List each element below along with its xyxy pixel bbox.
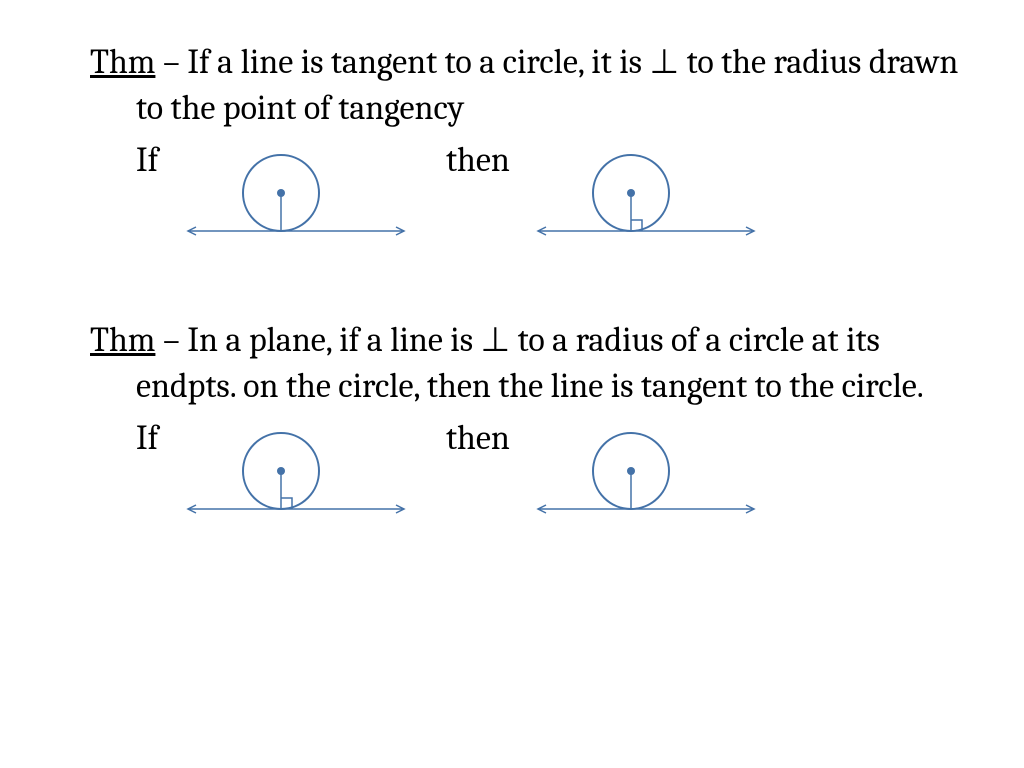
theorem-2-statement: Thm – In a plane, if a line is ⊥ to a ra… bbox=[90, 318, 964, 410]
diagram-2-if bbox=[176, 416, 416, 536]
diagram-1-then bbox=[526, 138, 766, 258]
thm1-text-a: – If a line is tangent to a circle, it i… bbox=[155, 42, 649, 82]
diagram-1-if bbox=[176, 138, 416, 258]
theorem-1-statement: Thm – If a line is tangent to a circle, … bbox=[90, 40, 964, 132]
diagram-2-then bbox=[526, 416, 766, 536]
perp-symbol-1: ⊥ bbox=[649, 42, 679, 82]
circle-perp-diagram bbox=[176, 416, 416, 536]
if-label-1: If bbox=[136, 138, 176, 180]
theorem-1-figures: If then bbox=[90, 138, 964, 258]
circle-tangent-perp-diagram bbox=[526, 138, 766, 258]
slide-content: Thm – If a line is tangent to a circle, … bbox=[0, 0, 1024, 636]
if-label-2: If bbox=[136, 416, 176, 458]
theorem-2-figures: If then bbox=[90, 416, 964, 536]
then-label-2: then bbox=[446, 416, 526, 458]
theorem-2: Thm – In a plane, if a line is ⊥ to a ra… bbox=[90, 318, 964, 536]
perp-symbol-2: ⊥ bbox=[481, 320, 511, 360]
thm2-text-a: – In a plane, if a line is bbox=[155, 320, 480, 360]
circle-tangent-diagram bbox=[176, 138, 416, 258]
theorem-1: Thm – If a line is tangent to a circle, … bbox=[90, 40, 964, 258]
circle-tangent-result-diagram bbox=[526, 416, 766, 536]
thm-label-2: Thm bbox=[90, 320, 155, 360]
then-label-1: then bbox=[446, 138, 526, 180]
thm-label-1: Thm bbox=[90, 42, 155, 82]
